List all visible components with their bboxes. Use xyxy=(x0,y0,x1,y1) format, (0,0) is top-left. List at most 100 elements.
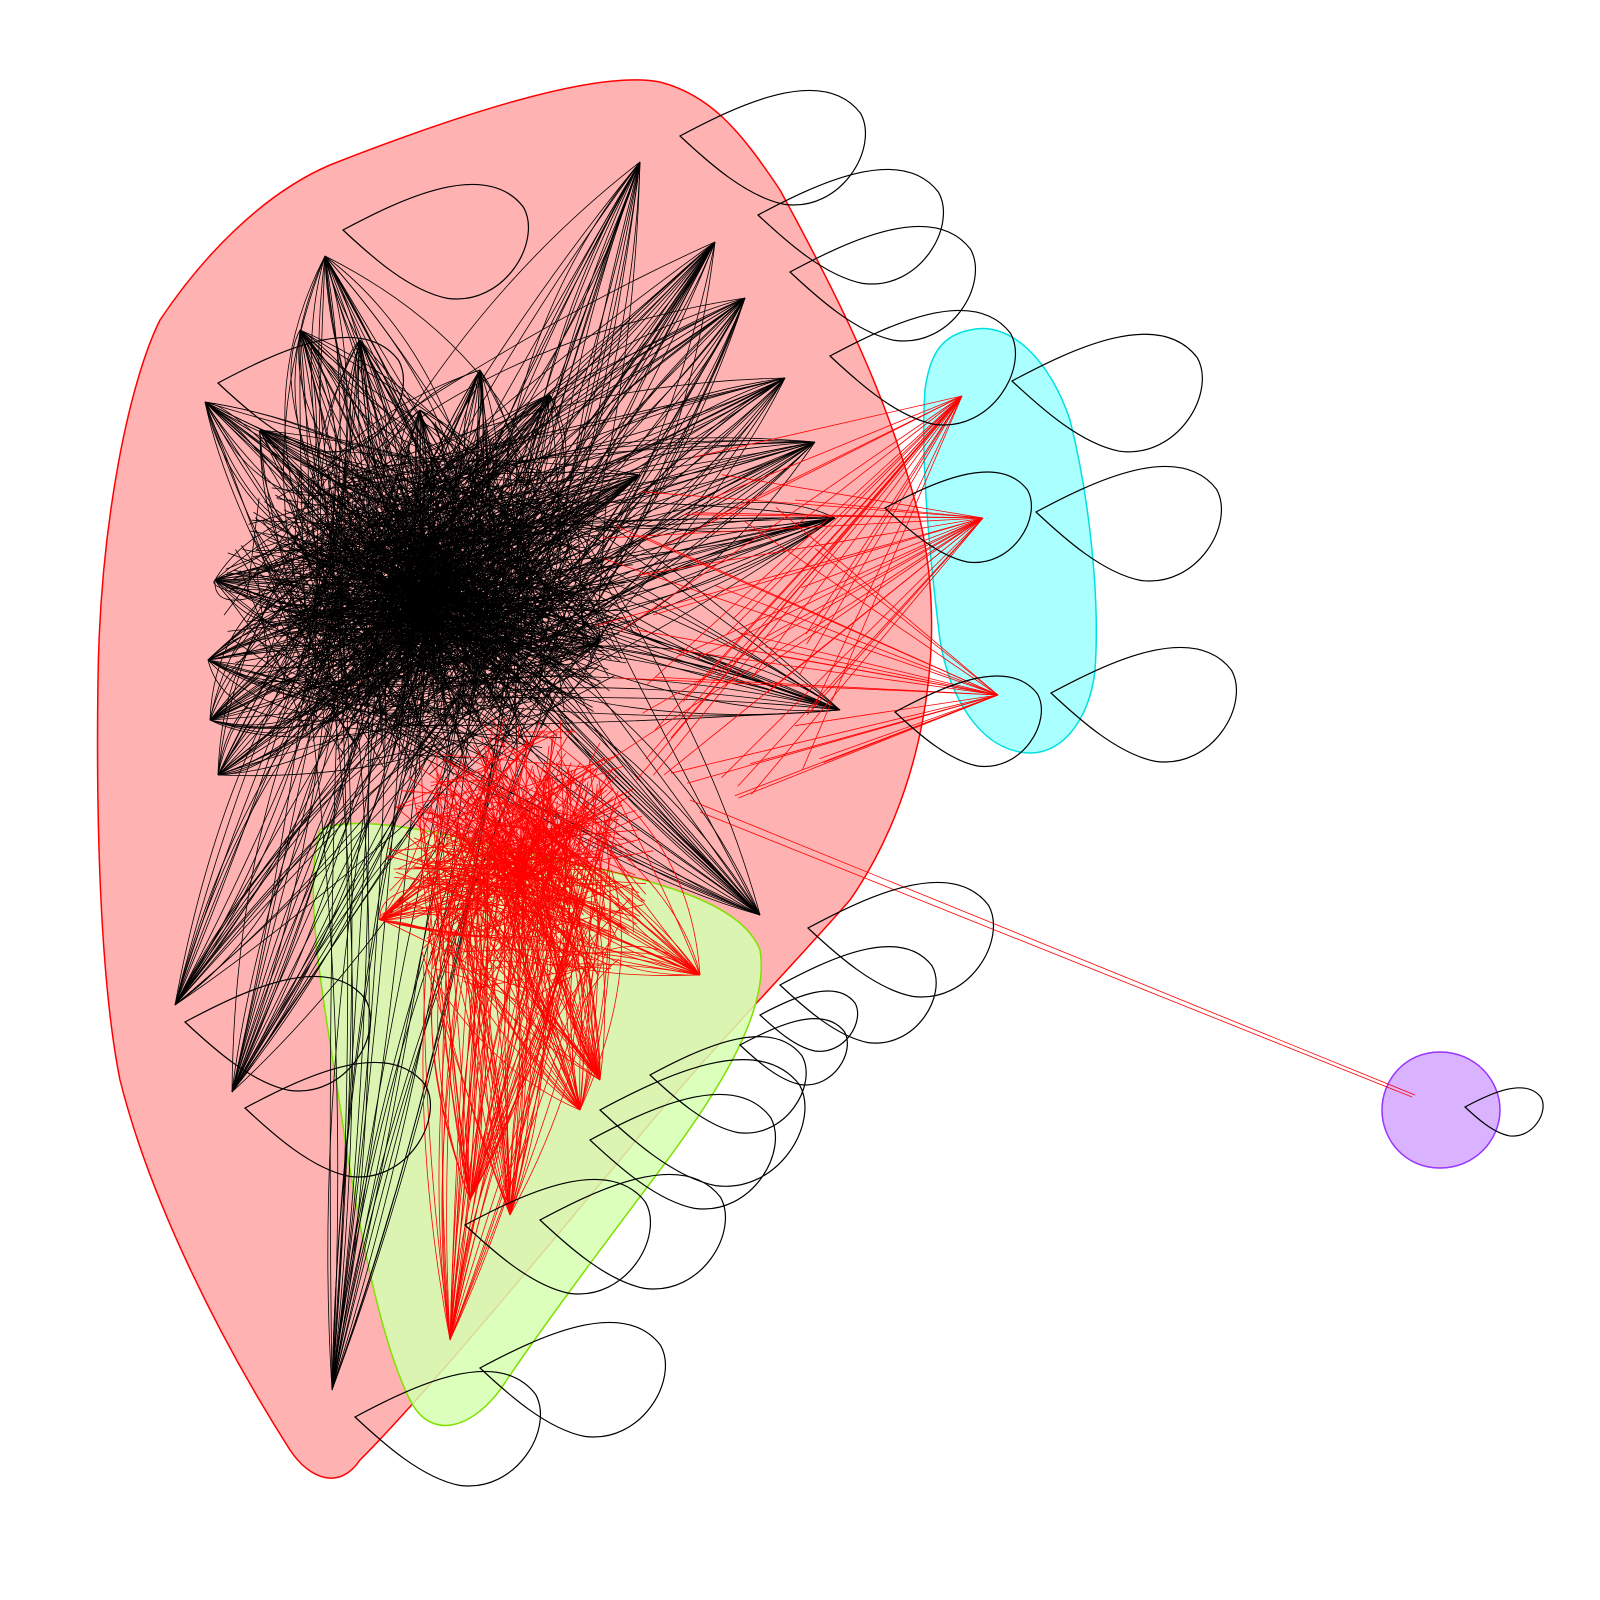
edge xyxy=(331,569,552,1391)
self-loop xyxy=(758,990,859,1052)
edge xyxy=(478,959,612,969)
edge xyxy=(469,876,523,1201)
edge xyxy=(395,534,602,561)
edge xyxy=(764,517,984,638)
edge xyxy=(504,762,572,911)
edge xyxy=(638,517,984,576)
edge xyxy=(328,464,583,517)
edge xyxy=(516,828,520,864)
edge xyxy=(482,913,511,1216)
edge xyxy=(412,856,521,921)
edge xyxy=(442,659,447,697)
edge xyxy=(453,807,640,894)
edge xyxy=(258,429,354,519)
edge xyxy=(370,435,433,577)
edge xyxy=(376,586,588,714)
self-loop xyxy=(756,168,944,285)
edge xyxy=(300,512,368,618)
edge xyxy=(750,517,984,678)
edge xyxy=(492,775,597,857)
edge xyxy=(377,557,402,650)
edge xyxy=(395,574,587,663)
edge xyxy=(381,478,436,674)
self-loop xyxy=(538,1173,726,1290)
edge xyxy=(482,927,510,988)
edge xyxy=(517,557,841,711)
edge xyxy=(507,860,620,900)
edge xyxy=(476,859,521,868)
self-loop xyxy=(1049,646,1237,763)
edge xyxy=(814,548,999,696)
edge xyxy=(561,769,569,975)
edge xyxy=(299,476,494,602)
edge xyxy=(507,448,516,534)
edge xyxy=(476,488,547,635)
edge xyxy=(568,520,634,632)
self-loop xyxy=(353,1370,541,1487)
edge xyxy=(389,730,543,892)
edge xyxy=(531,604,602,642)
edge xyxy=(806,517,984,716)
edge xyxy=(289,636,516,762)
edge xyxy=(429,539,576,637)
edge xyxy=(483,922,511,1216)
self-loop xyxy=(1463,1087,1544,1137)
edge xyxy=(364,553,619,751)
edge xyxy=(405,834,466,889)
self-loop xyxy=(463,1178,651,1295)
edge xyxy=(253,630,494,675)
edge xyxy=(530,823,586,910)
edge xyxy=(679,517,984,657)
self-loop xyxy=(648,1036,807,1134)
edge xyxy=(432,628,493,638)
edge xyxy=(325,619,480,633)
edge xyxy=(204,401,306,530)
edge xyxy=(513,377,786,581)
edge xyxy=(564,887,589,941)
edge xyxy=(737,517,984,787)
edge xyxy=(323,439,492,728)
edge xyxy=(460,901,511,1216)
edge xyxy=(552,474,641,591)
edge xyxy=(352,554,397,629)
edge xyxy=(231,682,340,1093)
edge xyxy=(324,255,475,664)
edge xyxy=(441,694,543,699)
edge xyxy=(511,826,573,834)
edge xyxy=(641,491,984,519)
edge xyxy=(319,241,716,471)
edge xyxy=(373,450,453,488)
edge xyxy=(443,696,841,711)
edge xyxy=(519,795,631,861)
edge xyxy=(455,870,476,974)
edge xyxy=(525,842,564,893)
edge xyxy=(331,678,557,1391)
edge xyxy=(324,255,490,559)
edge xyxy=(493,857,509,922)
edge xyxy=(379,883,468,921)
edge xyxy=(423,601,429,665)
edge xyxy=(347,448,425,570)
self-loop xyxy=(1034,465,1222,582)
edge xyxy=(255,557,511,740)
edge xyxy=(489,817,517,861)
edge xyxy=(337,442,437,595)
edge xyxy=(695,517,984,659)
edge xyxy=(540,859,555,875)
edge xyxy=(447,627,557,737)
edge xyxy=(259,429,547,583)
edge xyxy=(454,806,528,916)
edge xyxy=(252,526,434,558)
edge xyxy=(513,868,527,881)
edge xyxy=(389,529,534,643)
edge xyxy=(299,329,337,555)
edge xyxy=(233,569,420,607)
edge xyxy=(521,859,528,910)
edge xyxy=(230,459,499,581)
edge xyxy=(255,449,544,551)
self-loop xyxy=(478,1321,666,1438)
edge xyxy=(250,533,384,768)
edge xyxy=(267,579,577,655)
edge xyxy=(341,726,506,748)
